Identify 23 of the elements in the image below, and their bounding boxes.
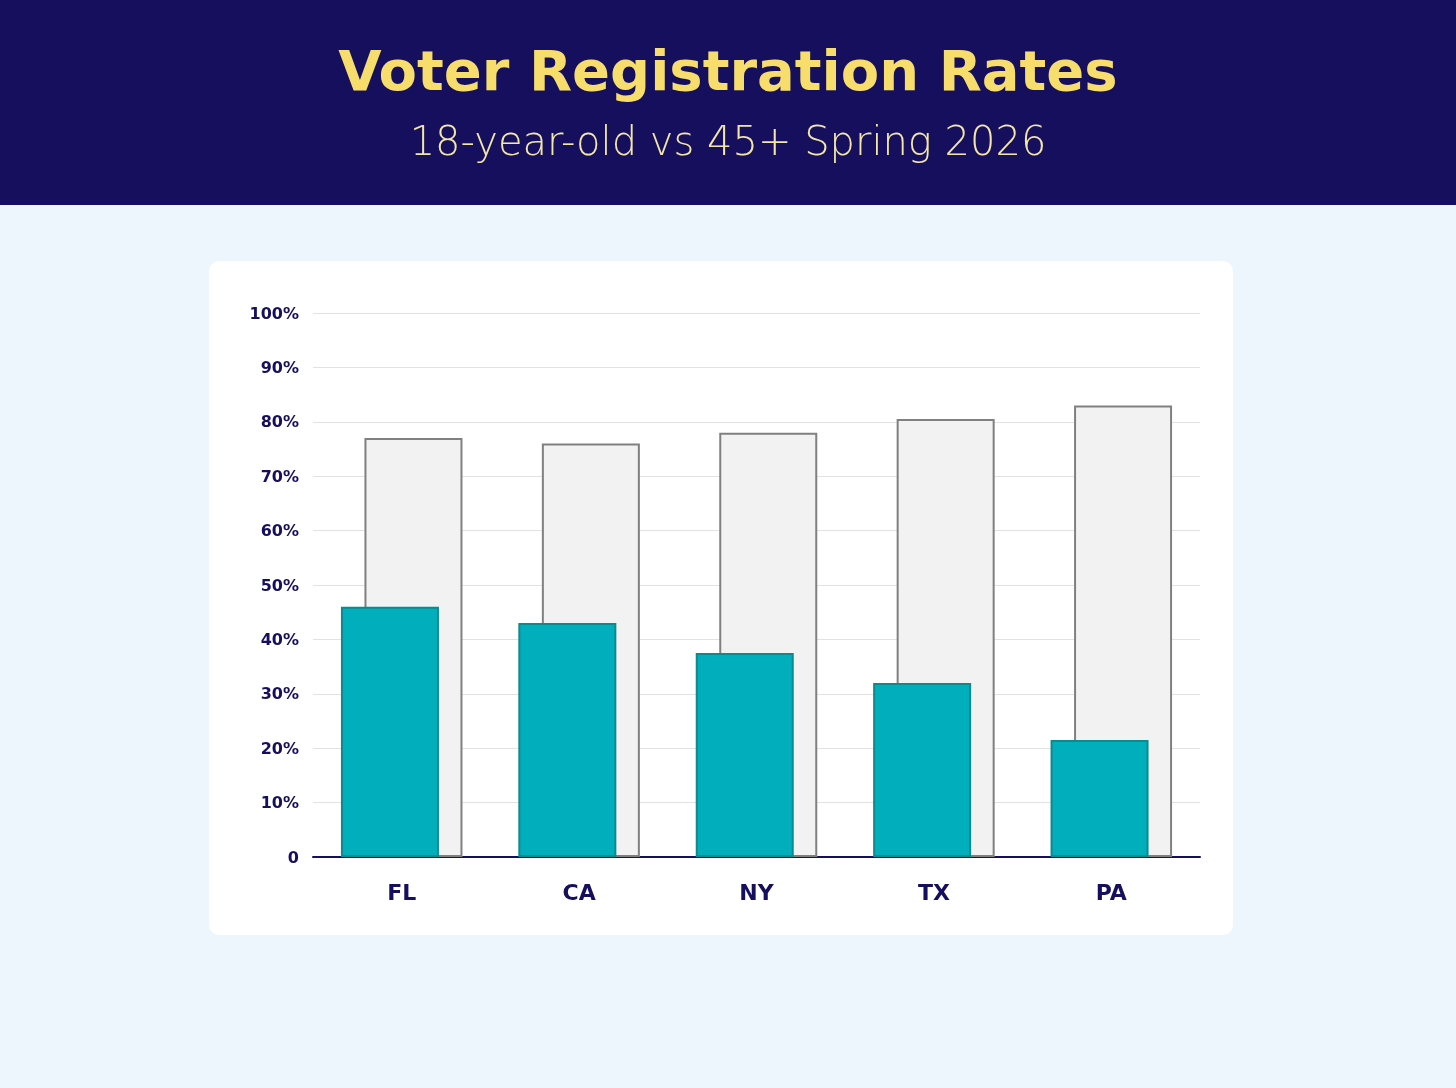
y-tick-label: 80% xyxy=(260,412,299,432)
y-tick-label: 10% xyxy=(260,793,299,813)
y-tick-label: 40% xyxy=(260,629,299,649)
bar xyxy=(695,653,794,857)
y-tick-label: 30% xyxy=(260,684,299,704)
chart-title: Voter Registration Rates xyxy=(337,38,1119,103)
y-tick-label: 60% xyxy=(260,521,299,541)
x-tick-label: PA xyxy=(1095,879,1127,905)
bar xyxy=(340,606,439,857)
x-tick-label: CA xyxy=(562,879,596,905)
x-tick-label: FL xyxy=(387,879,417,905)
y-tick-label: 70% xyxy=(260,466,299,486)
bar xyxy=(518,623,617,857)
x-tick-label: TX xyxy=(917,879,950,905)
y-tick-label: 100% xyxy=(249,303,299,323)
y-tick-label: 50% xyxy=(260,575,299,595)
bar xyxy=(1050,740,1149,857)
y-tick-label: 90% xyxy=(260,357,299,377)
y-tick-label: 20% xyxy=(260,738,299,758)
y-tick-label: 0 xyxy=(287,847,299,867)
bar xyxy=(873,682,972,857)
chart-subtitle: 18-year-old vs 45+ Spring 2026 xyxy=(408,118,1048,164)
x-tick-label: NY xyxy=(739,879,775,905)
